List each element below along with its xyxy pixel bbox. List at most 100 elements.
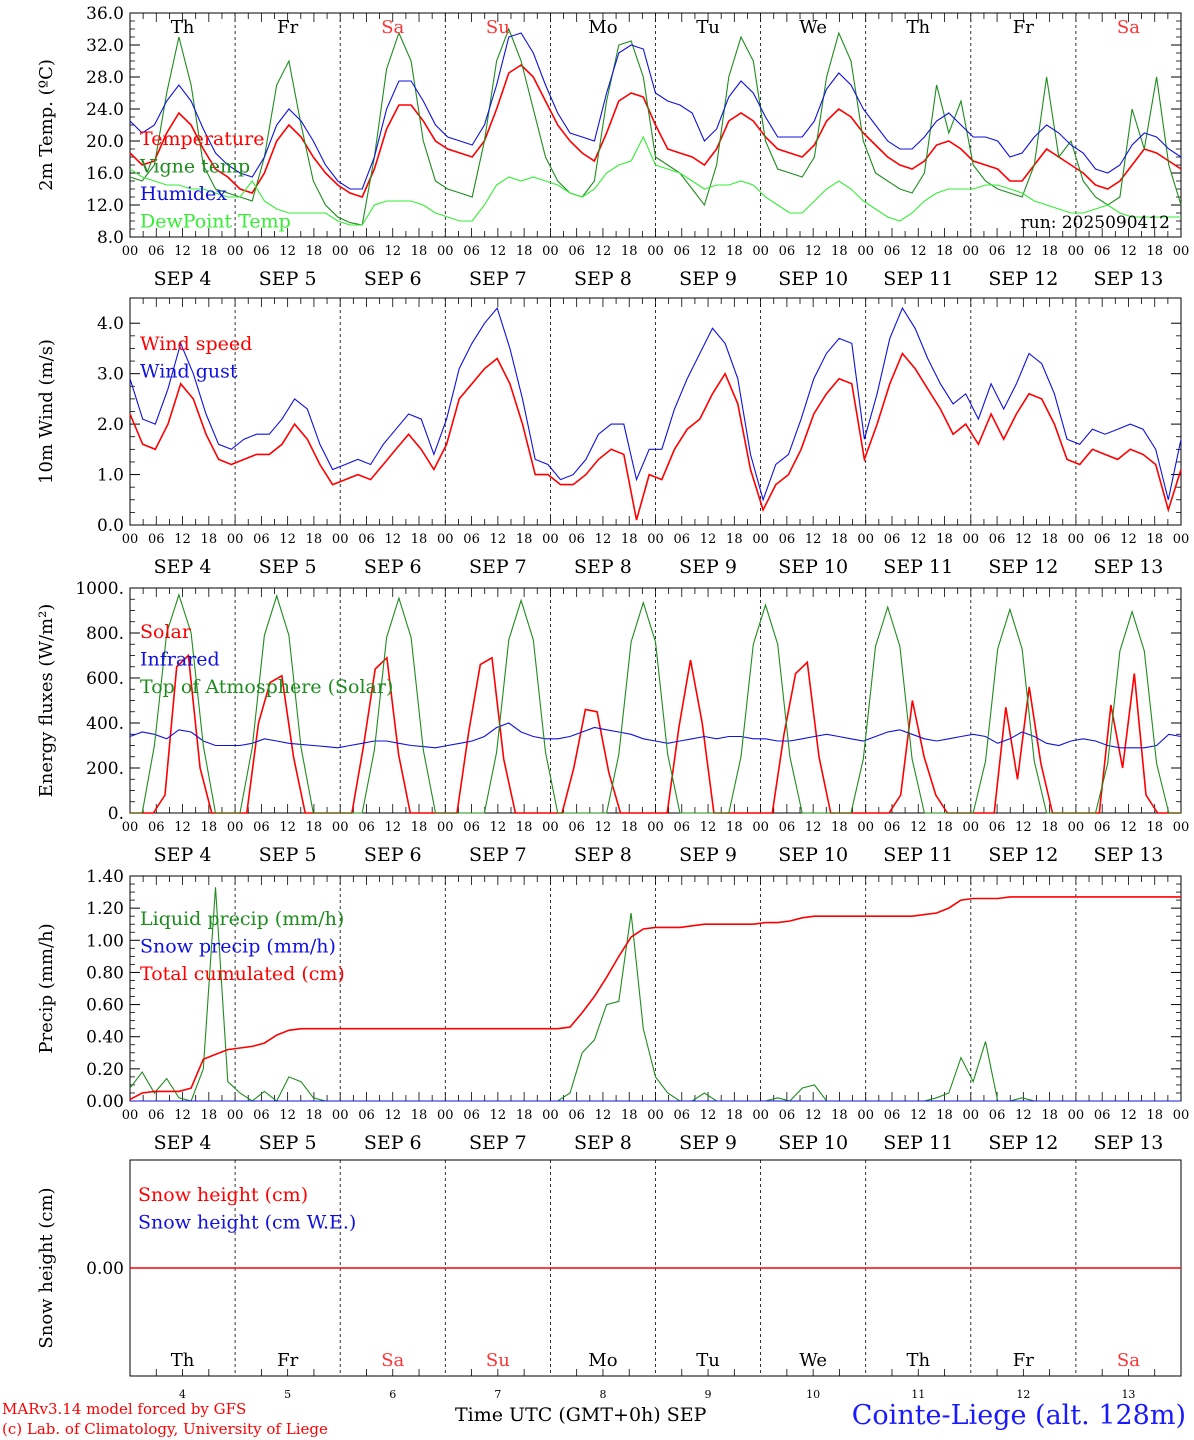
hour-label: 06 — [884, 244, 901, 259]
hour-label: 00 — [1068, 532, 1085, 547]
weekday-label: Fr — [1013, 17, 1034, 38]
series-line-dewpoint-temp — [129, 135, 1181, 226]
hour-label: 12 — [910, 820, 927, 835]
hour-label: 18 — [726, 1108, 743, 1123]
hour-label: 18 — [306, 244, 323, 259]
weekday-label: Sa — [1117, 17, 1140, 38]
hour-label: 18 — [201, 244, 218, 259]
hour-label: 06 — [358, 1108, 375, 1123]
hour-label: 06 — [463, 1108, 480, 1123]
hour-label: 12 — [595, 532, 612, 547]
hour-label: 06 — [568, 1108, 585, 1123]
hour-label: 06 — [358, 532, 375, 547]
hour-label: 00 — [857, 244, 874, 259]
hour-label: 12 — [490, 532, 507, 547]
hour-label: 18 — [936, 244, 953, 259]
hour-label: 00 — [647, 820, 664, 835]
weekday-label: Su — [486, 1350, 510, 1371]
hour-label: 00 — [857, 820, 874, 835]
hour-label: 12 — [805, 244, 822, 259]
hour-label: 12 — [805, 820, 822, 835]
hour-label: 06 — [884, 532, 901, 547]
y-tick-label: 20.0 — [86, 132, 124, 152]
hour-label: 18 — [201, 1108, 218, 1123]
hour-label: 18 — [1041, 1108, 1058, 1123]
y-tick-label: 1.20 — [86, 899, 124, 919]
panel-4: 00 06 12 18 00 06 12 18 00 06 12 18 00 06 12 18 00 06 12 18… — [36, 867, 1189, 1154]
date-label: SEP 9 — [679, 844, 737, 866]
day-number: 11 — [911, 1388, 925, 1400]
weekday-label: Sa — [1117, 1350, 1140, 1371]
hour-label: 00 — [437, 244, 454, 259]
hour-label: 12 — [595, 820, 612, 835]
date-label: SEP 4 — [154, 1132, 212, 1154]
hour-label: 18 — [621, 532, 638, 547]
hour-label: 06 — [1094, 1108, 1111, 1123]
y-tick-label: 28.0 — [86, 68, 124, 88]
date-label: SEP 9 — [679, 1132, 737, 1154]
hour-label: 06 — [253, 244, 270, 259]
y-tick-label: 800. — [86, 624, 124, 644]
date-label: SEP 10 — [778, 556, 848, 578]
y-tick-label: 0.0 — [97, 516, 124, 536]
weekday-label: Fr — [277, 1350, 298, 1371]
hour-label: 12 — [1120, 1108, 1137, 1123]
hour-label: 06 — [779, 532, 796, 547]
day-number: 12 — [1016, 1388, 1030, 1400]
hour-label: 06 — [253, 1108, 270, 1123]
day-number: 8 — [599, 1388, 606, 1400]
date-label: SEP 5 — [259, 268, 317, 290]
hour-label: 00 — [752, 1108, 769, 1123]
hour-label: 06 — [884, 820, 901, 835]
credit-line-model: MARv3.14 model forced by GFS — [2, 1400, 247, 1418]
hour-label: 18 — [411, 244, 428, 259]
hour-label: 00 — [542, 532, 559, 547]
hour-label: 00 — [437, 532, 454, 547]
hour-label: 12 — [805, 1108, 822, 1123]
y-tick-label: 200. — [86, 759, 124, 779]
date-label: SEP 7 — [469, 844, 527, 866]
series-line-wind-speed — [129, 351, 1182, 521]
hour-label: 06 — [779, 1108, 796, 1123]
hour-label: 00 — [437, 820, 454, 835]
y-tick-label: 3.0 — [97, 365, 124, 385]
date-label: SEP 12 — [988, 268, 1058, 290]
hour-label: 00 — [227, 1108, 244, 1123]
date-label: SEP 11 — [883, 844, 953, 866]
weekday-label: Sa — [381, 17, 404, 38]
hour-label: 06 — [148, 532, 165, 547]
hour-label: 12 — [700, 820, 717, 835]
hour-label: 00 — [227, 244, 244, 259]
weekday-label: We — [799, 1350, 827, 1371]
credit-line-lab: (c) Lab. of Climatology, University of L… — [2, 1420, 328, 1438]
y-tick-label: 0.00 — [86, 1259, 124, 1279]
hour-label: 18 — [726, 244, 743, 259]
hour-label: 18 — [1041, 244, 1058, 259]
hour-label: 06 — [779, 244, 796, 259]
series-line-top-of-atmosphere-solar — [130, 592, 1181, 814]
hour-label: 00 — [647, 244, 664, 259]
hour-label: 12 — [1015, 532, 1032, 547]
legend-entry: Snow height (cm) — [138, 1184, 308, 1206]
date-label: SEP 11 — [883, 268, 953, 290]
date-label: SEP 7 — [469, 268, 527, 290]
series-line-solar — [130, 653, 1181, 814]
hour-label: 06 — [358, 820, 375, 835]
y-tick-label: 1000. — [75, 579, 124, 599]
date-label: SEP 11 — [883, 556, 953, 578]
weekday-label: We — [799, 17, 827, 38]
hour-label: 18 — [936, 1108, 953, 1123]
hour-label: 06 — [358, 244, 375, 259]
date-label: SEP 8 — [574, 556, 632, 578]
date-label: SEP 13 — [1094, 1132, 1164, 1154]
hour-label: 00 — [227, 820, 244, 835]
hour-label: 18 — [936, 532, 953, 547]
hour-label: 00 — [437, 1108, 454, 1123]
hour-label: 06 — [989, 244, 1006, 259]
day-number: 13 — [1121, 1388, 1135, 1400]
hour-label: 12 — [174, 820, 191, 835]
hour-label: 18 — [1146, 532, 1163, 547]
weekday-label: Su — [486, 17, 510, 38]
date-label: SEP 5 — [259, 1132, 317, 1154]
date-label: SEP 13 — [1094, 556, 1164, 578]
